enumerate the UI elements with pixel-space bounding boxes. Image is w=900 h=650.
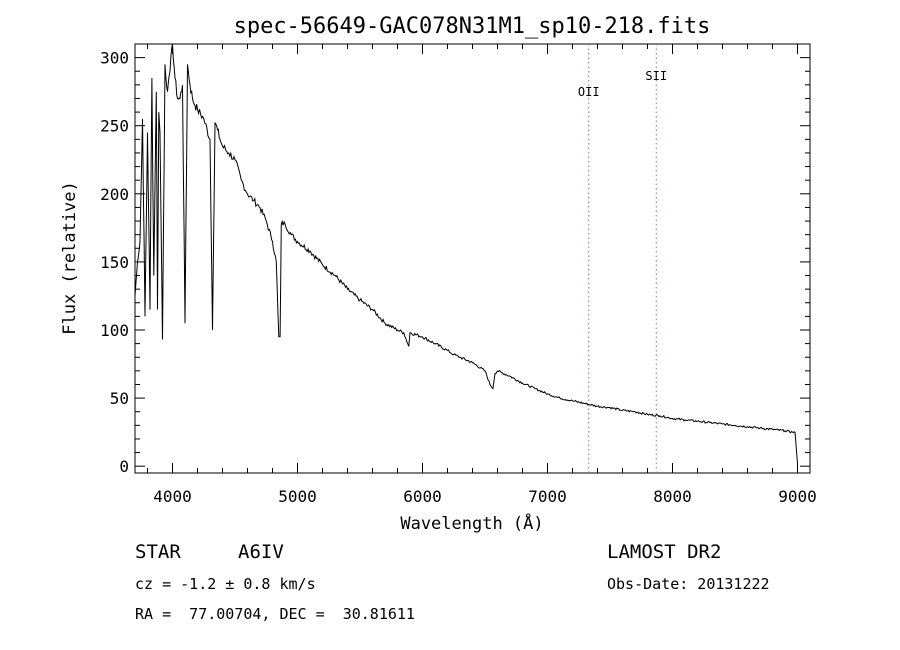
y-axis-label: Flux (relative) [60, 181, 80, 335]
x-tick-label: 8000 [653, 487, 692, 506]
x-tick-label: 7000 [528, 487, 567, 506]
spectrum-line [134, 43, 798, 464]
y-tick-label: 300 [100, 49, 129, 68]
y-tick-label: 100 [100, 321, 129, 340]
x-tick-label: 6000 [403, 487, 442, 506]
plot-frame [134, 43, 811, 474]
object-subclass: A6IV [238, 541, 284, 563]
y-tick-label: 250 [100, 117, 129, 136]
x-tick-label: 9000 [778, 487, 817, 506]
x-tick-label: 4000 [153, 487, 192, 506]
emission-line-label: SII [645, 69, 667, 83]
redshift-value: cz = -1.2 ± 0.8 km/s [135, 575, 316, 593]
y-tick-label: 200 [100, 185, 129, 204]
obs-date: Obs-Date: 20131222 [607, 575, 770, 593]
spectrum-chart: spec-56649-GAC078N31M1_sp10-218.fits 400… [60, 14, 817, 534]
emission-line-label: OII [578, 85, 600, 99]
y-tick-label: 50 [110, 389, 129, 408]
survey-name: LAMOST DR2 [607, 541, 722, 563]
y-tick-label: 150 [100, 253, 129, 272]
axes: 4000 5000 6000 7000 8000 9000 0 50 100 150 200 250 3… [100, 43, 817, 506]
x-tick-label: 5000 [278, 487, 317, 506]
coordinates: RA = 77.00704, DEC = 30.81611 [135, 605, 415, 623]
chart-title: spec-56649-GAC078N31M1_sp10-218.fits [234, 14, 711, 39]
emission-line-markers: OII SII [578, 44, 667, 473]
object-class: STAR [135, 541, 181, 563]
y-tick-label: 0 [119, 457, 129, 476]
x-axis-label: Wavelength (Å) [400, 512, 543, 534]
